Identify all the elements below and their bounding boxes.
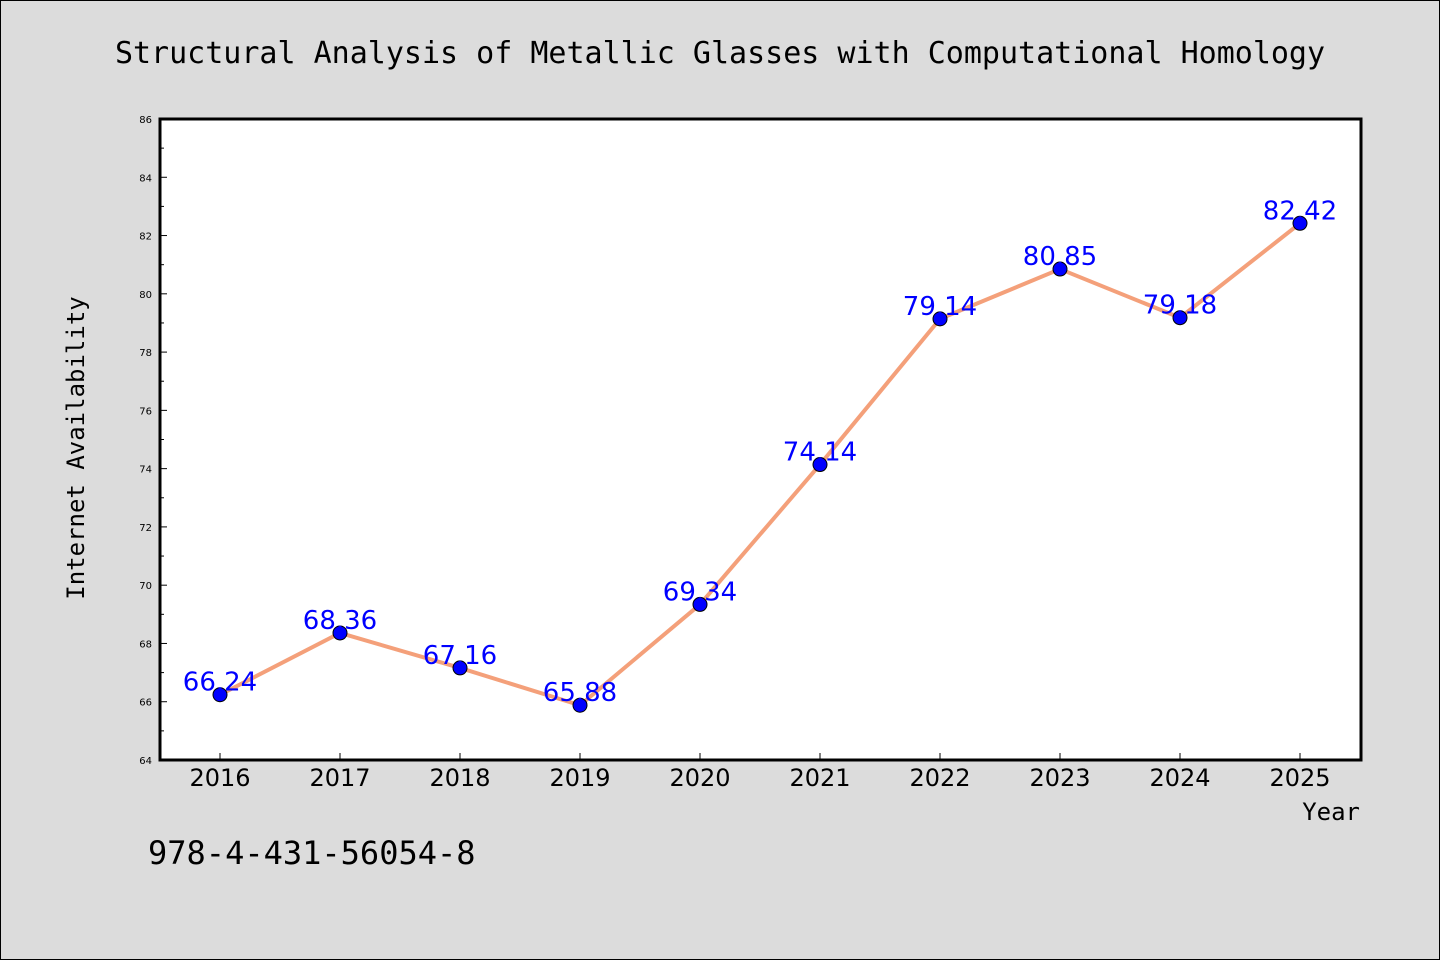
x-tick-label: 2021 xyxy=(789,764,850,792)
y-axis-label: Internet Availability xyxy=(62,296,90,599)
y-tick-label: 74 xyxy=(139,465,152,476)
series-line-group xyxy=(219,221,1302,708)
x-tick-label: 2017 xyxy=(309,764,370,792)
data-label: 66.24 xyxy=(183,668,257,698)
x-tick-label: 2024 xyxy=(1149,764,1210,792)
data-point xyxy=(932,311,948,327)
x-tick-label: 2016 xyxy=(189,764,250,792)
x-axis-label: Year xyxy=(1302,798,1360,826)
data-point xyxy=(212,687,228,703)
data-label: 67.16 xyxy=(423,641,497,671)
series-line xyxy=(219,221,1302,708)
data-label: 65.88 xyxy=(543,678,617,708)
y-tick-label: 84 xyxy=(139,173,152,184)
data-labels-group: 66.24 68.36 67.16 65.88 69.34 74.14 79.14 80.85… xyxy=(183,196,1337,708)
y-tick-label: 80 xyxy=(139,290,152,301)
y-tick-label: 68 xyxy=(139,639,152,650)
data-point xyxy=(692,596,708,612)
data-point xyxy=(332,625,348,641)
chart-title: Structural Analysis of Metallic Glasses … xyxy=(115,36,1325,71)
y-tick-label: 76 xyxy=(139,406,152,417)
data-label: 79.18 xyxy=(1143,291,1217,321)
data-label: 80.85 xyxy=(1023,242,1097,272)
data-point xyxy=(1052,261,1068,277)
isbn-annotation: 978-4-431-56054-8 xyxy=(148,834,476,872)
data-label: 68.36 xyxy=(303,606,377,636)
x-tick-label: 2025 xyxy=(1269,764,1330,792)
data-label: 74.14 xyxy=(783,438,857,468)
x-tick-label: 2023 xyxy=(1029,764,1090,792)
x-tick-label: 2022 xyxy=(909,764,970,792)
data-point xyxy=(452,660,468,676)
y-tick-label: 82 xyxy=(139,232,152,243)
y-tick-label: 70 xyxy=(139,581,152,592)
y-axis: 64 66 68 70 72 74 76 78 80 82 84 86 xyxy=(139,115,167,767)
markers-group xyxy=(212,215,1308,713)
data-label: 82.42 xyxy=(1263,196,1337,226)
data-point xyxy=(1172,310,1188,326)
y-tick-label: 72 xyxy=(139,523,152,534)
data-point xyxy=(572,697,588,713)
y-tick-label: 66 xyxy=(139,698,152,709)
x-axis: 2016 2017 2018 2019 2020 2021 2022 2023 2024 2025 xyxy=(189,753,1331,792)
plot-area xyxy=(158,117,1363,762)
y-tick-label: 64 xyxy=(139,756,152,767)
y-tick-label: 86 xyxy=(139,115,152,126)
data-point xyxy=(1292,215,1308,231)
y-tick-label: 78 xyxy=(139,348,152,359)
x-tick-label: 2019 xyxy=(549,764,610,792)
x-tick-label: 2018 xyxy=(429,764,490,792)
x-tick-label: 2020 xyxy=(669,764,730,792)
data-label: 69.34 xyxy=(663,577,737,607)
data-label: 79.14 xyxy=(903,292,977,322)
data-point xyxy=(812,457,828,473)
